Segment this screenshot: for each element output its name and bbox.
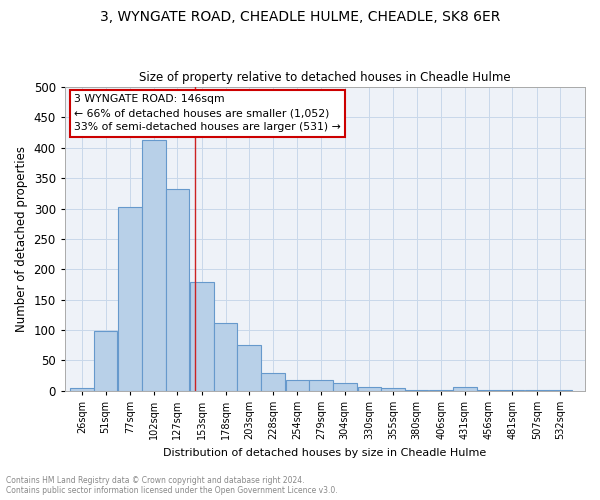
Bar [358,387,381,391]
Bar [333,384,356,391]
Bar [381,388,405,391]
Text: 3 WYNGATE ROAD: 146sqm
← 66% of detached houses are smaller (1,052)
33% of semi-: 3 WYNGATE ROAD: 146sqm ← 66% of detached… [74,94,341,132]
Text: Contains HM Land Registry data © Crown copyright and database right 2024.
Contai: Contains HM Land Registry data © Crown c… [6,476,338,495]
Bar [310,380,333,391]
Bar [430,390,453,391]
Bar [70,388,94,391]
Bar [238,345,261,391]
Bar [261,372,285,391]
Bar [405,390,428,391]
Y-axis label: Number of detached properties: Number of detached properties [15,146,28,332]
Bar [500,390,524,391]
Text: 3, WYNGATE ROAD, CHEADLE HULME, CHEADLE, SK8 6ER: 3, WYNGATE ROAD, CHEADLE HULME, CHEADLE,… [100,10,500,24]
Bar [118,208,142,391]
Bar [142,140,166,391]
Bar [477,390,500,391]
Bar [525,390,548,391]
Bar [548,390,572,391]
Bar [214,322,238,391]
Bar [94,330,118,391]
Title: Size of property relative to detached houses in Cheadle Hulme: Size of property relative to detached ho… [139,72,511,85]
Bar [453,386,477,391]
X-axis label: Distribution of detached houses by size in Cheadle Hulme: Distribution of detached houses by size … [163,448,487,458]
Bar [190,282,214,391]
Bar [166,189,189,391]
Bar [286,380,310,391]
